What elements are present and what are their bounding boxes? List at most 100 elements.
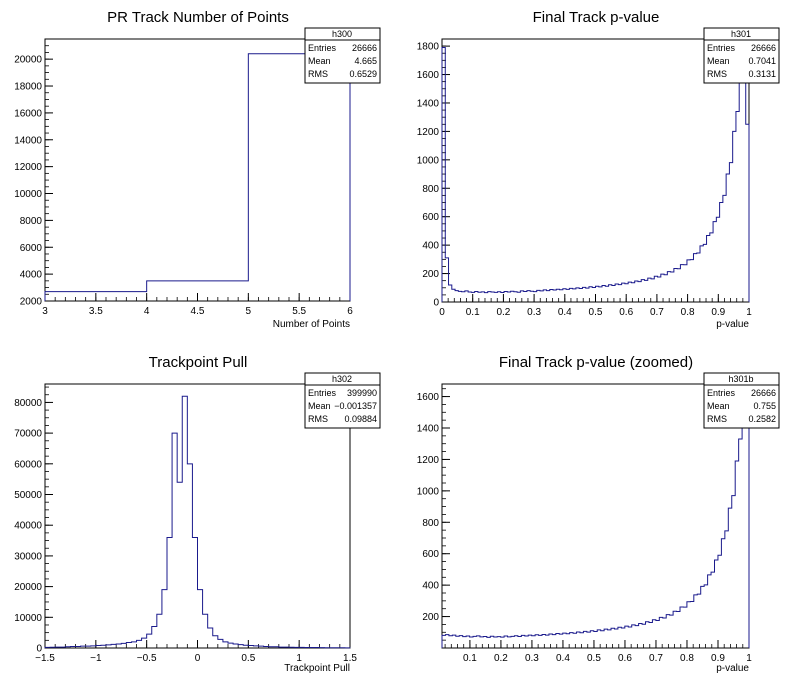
x-tick-label: 1: [746, 307, 752, 318]
stats-value: 26666: [751, 388, 776, 398]
stats-label: Mean: [707, 56, 730, 66]
stats-value: 4.665: [354, 56, 377, 66]
x-tick-label: 1: [746, 653, 752, 664]
y-tick-label: 1800: [417, 42, 440, 53]
stats-value: 0.6529: [349, 69, 377, 79]
y-tick-label: 2000: [20, 297, 43, 308]
x-tick-label: 0.1: [463, 653, 477, 664]
y-tick-label: 400: [422, 241, 439, 252]
stats-box: h301b Entries 26666 Mean 0.755 RMS 0.258…: [703, 372, 780, 429]
stats-title: h302: [332, 374, 352, 384]
y-tick-label: 200: [422, 612, 439, 623]
x-axis: 3 3.5 4 4.5 5 5.5 6: [42, 293, 353, 317]
stats-value: 0.2582: [748, 414, 776, 424]
x-tick-label: 0.4: [558, 307, 572, 318]
x-tick-label: 0.6: [619, 307, 633, 318]
x-tick-label: 0.7: [650, 307, 664, 318]
stats-value: 0.755: [753, 401, 776, 411]
y-tick-label: 80000: [14, 398, 42, 409]
y-tick-label: 30000: [14, 551, 42, 562]
panel-title: PR Track Number of Points: [107, 9, 289, 26]
stats-title: h300: [332, 29, 352, 39]
x-tick-label: 3: [42, 306, 48, 317]
x-axis-label: Trackpoint Pull: [284, 663, 350, 674]
x-tick-label: 3.5: [89, 306, 103, 317]
y-tick-label: 800: [422, 184, 439, 195]
y-tick-label: 8000: [20, 216, 43, 227]
x-tick-label: 0.5: [589, 307, 603, 318]
panel-title: Final Track p-value: [533, 9, 660, 26]
histogram-marks: [441, 396, 750, 648]
stats-value: 0.7041: [748, 56, 776, 66]
y-tick-label: 0: [433, 298, 439, 309]
stats-value: 0.3131: [748, 69, 776, 79]
x-tick-label: 0.3: [525, 653, 539, 664]
y-tick-label: 600: [422, 212, 439, 223]
y-tick-label: 18000: [14, 82, 42, 93]
y-tick-label: 10000: [14, 613, 42, 624]
panel-h302: Trackpoint Pull 0 10000 20000 30000 40000 500…: [14, 354, 381, 674]
y-tick-label: 400: [422, 581, 439, 592]
x-axis-label: Number of Points: [273, 319, 350, 330]
stats-label: Mean: [308, 401, 331, 411]
stats-value: 26666: [352, 43, 377, 53]
stats-label: Entries: [308, 388, 337, 398]
panel-h301: Final Track p-value 0 200 400 600 800 1000 120…: [417, 9, 780, 330]
stats-value: 399990: [347, 388, 377, 398]
y-tick-label: 12000: [14, 162, 42, 173]
y-tick-label: 1400: [417, 424, 440, 435]
y-tick-label: 20000: [14, 582, 42, 593]
y-tick-label: 14000: [14, 135, 42, 146]
x-axis-label: p-value: [716, 663, 749, 674]
x-tick-label: 4.5: [191, 306, 205, 317]
y-tick-label: 60000: [14, 459, 42, 470]
stats-box: h302 Entries 399990 Mean −0.001357 RMS 0…: [304, 372, 381, 429]
y-tick-label: 50000: [14, 490, 42, 501]
x-tick-label: −0.5: [137, 653, 157, 664]
panel-h300: PR Track Number of Points 2000 4000 6000 80…: [14, 9, 381, 330]
x-tick-label: 0.4: [556, 653, 570, 664]
x-tick-label: 0: [195, 653, 201, 664]
y-axis: 0 10000 20000 30000 40000 50000 60000 70000 8000…: [14, 386, 53, 655]
panel-title: Trackpoint Pull: [149, 354, 248, 371]
histogram-marks: [441, 47, 750, 302]
y-tick-label: 1200: [417, 127, 440, 138]
stats-label: RMS: [308, 414, 328, 424]
x-tick-label: 0.7: [649, 653, 663, 664]
histogram-line: [441, 47, 750, 302]
y-tick-label: 4000: [20, 270, 43, 281]
y-axis: 200 400 600 800 1000 1200 1400 1600: [417, 388, 450, 649]
x-tick-label: 0.2: [494, 653, 508, 664]
y-tick-label: 1200: [417, 455, 440, 466]
y-tick-label: 40000: [14, 521, 42, 532]
y-tick-label: 16000: [14, 108, 42, 119]
y-tick-label: 1600: [417, 392, 440, 403]
y-tick-label: 1600: [417, 70, 440, 81]
y-tick-label: 600: [422, 549, 439, 560]
stats-value: 0.09884: [344, 414, 377, 424]
x-tick-label: 0.2: [496, 307, 510, 318]
y-tick-label: 1400: [417, 98, 440, 109]
x-tick-label: 0.8: [681, 307, 695, 318]
stats-box: h300 Entries 26666 Mean 4.665 RMS 0.6529: [304, 27, 381, 84]
x-tick-label: 1: [296, 653, 302, 664]
y-tick-label: 800: [422, 518, 439, 529]
x-tick-label: −1: [90, 653, 102, 664]
x-tick-label: 0.9: [711, 653, 725, 664]
x-axis: 0.1 0.2 0.3 0.4 0.5 0.6 0.7 0.8 0.9 1: [444, 640, 752, 664]
x-tick-label: 0.6: [618, 653, 632, 664]
x-tick-label: 0.3: [527, 307, 541, 318]
x-tick-label: 6: [347, 306, 353, 317]
panel-title: Final Track p-value (zoomed): [499, 354, 693, 371]
stats-title: h301b: [728, 374, 753, 384]
stats-label: Mean: [707, 401, 730, 411]
stats-label: RMS: [707, 69, 727, 79]
x-tick-label: 0.8: [680, 653, 694, 664]
stats-box: h301 Entries 26666 Mean 0.7041 RMS 0.313…: [703, 27, 780, 84]
stats-value: −0.001357: [334, 401, 377, 411]
x-tick-label: 5.5: [292, 306, 306, 317]
x-tick-label: 0: [439, 307, 445, 318]
y-tick-label: 0: [36, 644, 42, 655]
x-tick-label: 0.5: [587, 653, 601, 664]
